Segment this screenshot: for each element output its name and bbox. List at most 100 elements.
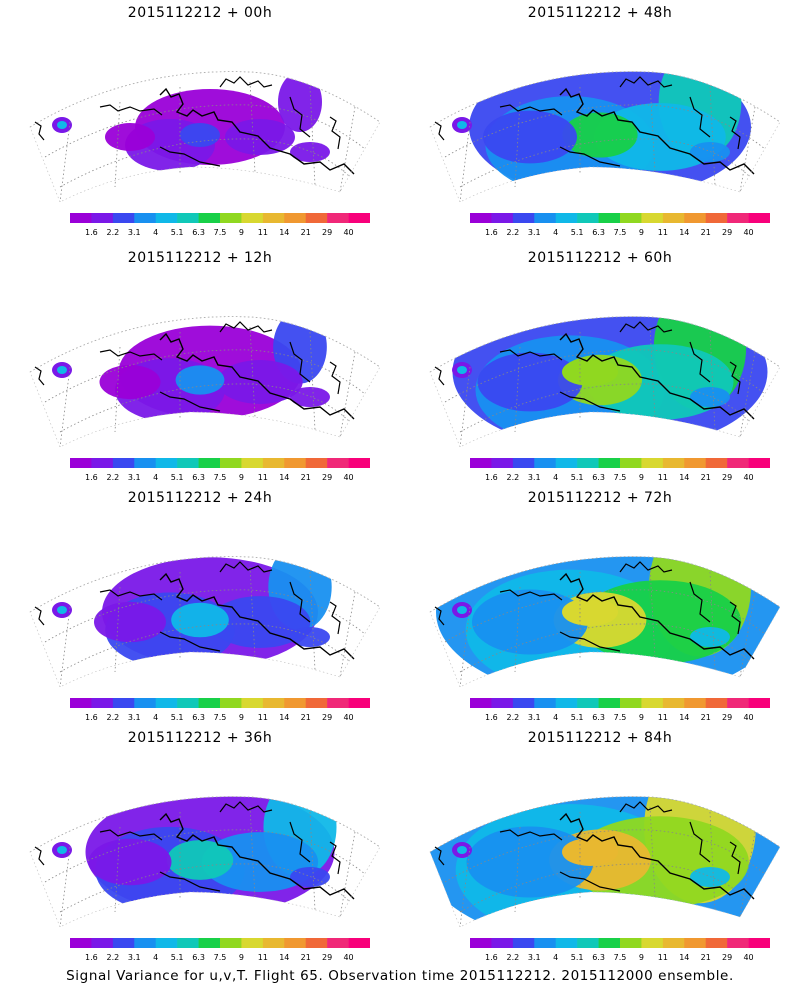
colorbar-label: 5.1 — [171, 713, 184, 722]
colorbar-swatch — [327, 698, 349, 708]
colorbar-label: 14 — [679, 228, 689, 237]
colorbar-swatch — [70, 698, 92, 708]
colorbar-swatch — [241, 213, 264, 223]
colorbar-label: 6.3 — [192, 713, 205, 722]
colorbar-label: 9 — [239, 953, 244, 962]
colorbar-label: 1.6 — [485, 953, 498, 962]
colorbar-swatch — [662, 938, 685, 948]
colorbar-label: 9 — [239, 713, 244, 722]
colorbar-swatch — [620, 213, 642, 223]
colorbar-swatch — [220, 698, 242, 708]
colorbar-label: 1.6 — [85, 473, 98, 482]
colorbar-swatch — [134, 698, 157, 708]
colorbar-label: 5.1 — [571, 713, 584, 722]
colorbar-label: 21 — [701, 953, 711, 962]
colorbar-label: 29 — [322, 713, 332, 722]
colorbar-swatch — [727, 213, 749, 223]
colorbar-label: 6.3 — [592, 713, 605, 722]
variance-map — [29, 71, 381, 203]
colorbar-label: 4 — [153, 228, 158, 237]
colorbar-swatch — [470, 213, 492, 223]
variance-map — [29, 556, 381, 688]
colorbar-swatch — [327, 458, 349, 468]
colorbar-label: 7.5 — [214, 473, 227, 482]
colorbar-swatch — [241, 938, 264, 948]
colorbar-swatch — [327, 938, 349, 948]
colorbar-label: 2.2 — [106, 228, 119, 237]
colorbar-swatch — [641, 213, 664, 223]
forecast-panel: 2015112212 + 48h 1.6 2.2 3.1 4 5.1 6.3 7.5 9 11 14… — [410, 5, 790, 245]
colorbar-swatch — [641, 698, 664, 708]
panel-title: 2015112212 + 00h — [127, 5, 273, 21]
colorbar-swatch — [748, 938, 770, 948]
colorbar-swatch — [684, 938, 707, 948]
colorbar-swatch — [705, 698, 728, 708]
colorbar-swatch — [91, 213, 114, 223]
colorbar-swatch — [305, 458, 328, 468]
colorbar-label: 11 — [258, 713, 268, 722]
colorbar-label: 4 — [553, 713, 558, 722]
colorbar-swatch — [577, 213, 599, 223]
panel-title: 2015112212 + 12h — [127, 250, 273, 266]
colorbar-label: 4 — [153, 473, 158, 482]
colorbar-swatch — [284, 213, 307, 223]
colorbar-swatch — [555, 938, 578, 948]
colorbar-swatch — [198, 213, 221, 223]
colorbar-swatch — [91, 698, 114, 708]
colorbar-swatch — [620, 938, 642, 948]
colorbar-swatch — [327, 213, 349, 223]
colorbar-label: 2.2 — [506, 473, 519, 482]
colorbar-label: 3.1 — [528, 228, 541, 237]
colorbar: 1.6 2.2 3.1 4 5.1 6.3 7.5 9 11 14 21 29 40 — [70, 698, 370, 722]
colorbar-label: 14 — [679, 473, 689, 482]
colorbar-label: 6.3 — [592, 953, 605, 962]
colorbar-swatch — [662, 213, 685, 223]
colorbar-label: 11 — [258, 473, 268, 482]
colorbar-swatch — [262, 213, 285, 223]
colorbar-label: 40 — [743, 473, 753, 482]
colorbar-swatch — [262, 938, 285, 948]
figure-caption: Signal Variance for u,v,T. Flight 65. Ob… — [66, 968, 734, 984]
colorbar-label: 14 — [279, 228, 289, 237]
colorbar-swatch — [241, 458, 264, 468]
colorbar-swatch — [641, 938, 664, 948]
colorbar-label: 3.1 — [528, 713, 541, 722]
colorbar-swatch — [534, 213, 557, 223]
forecast-panel: 2015112212 + 84h 1.6 2.2 3.1 4 5.1 6.3 7.5 9 11 14… — [410, 730, 790, 970]
colorbar-swatch — [305, 938, 328, 948]
colorbar-swatch — [155, 213, 178, 223]
colorbar-swatch — [198, 458, 221, 468]
colorbar-label: 1.6 — [485, 713, 498, 722]
colorbar-label: 11 — [658, 228, 668, 237]
colorbar-label: 2.2 — [506, 953, 519, 962]
colorbar-label: 40 — [743, 953, 753, 962]
colorbar-label: 21 — [301, 953, 311, 962]
colorbar-label: 7.5 — [614, 228, 627, 237]
colorbar-label: 2.2 — [106, 473, 119, 482]
colorbar-swatch — [134, 938, 157, 948]
colorbar-swatch — [348, 938, 370, 948]
colorbar: 1.6 2.2 3.1 4 5.1 6.3 7.5 9 11 14 21 29 40 — [70, 938, 370, 962]
colorbar-swatch — [684, 458, 707, 468]
colorbar-swatch — [512, 213, 535, 223]
colorbar-label: 5.1 — [171, 953, 184, 962]
colorbar-label: 9 — [239, 473, 244, 482]
panel-title: 2015112212 + 36h — [127, 730, 273, 746]
colorbar-swatch — [748, 213, 770, 223]
colorbar-label: 21 — [301, 228, 311, 237]
colorbar-swatch — [748, 698, 770, 708]
colorbar-swatch — [577, 458, 599, 468]
forecast-panel: 2015112212 + 36h 1.6 2.2 3.1 4 5.1 6.3 7.5 9 11 14… — [10, 730, 390, 970]
colorbar-label: 14 — [679, 713, 689, 722]
colorbar-label: 5.1 — [171, 228, 184, 237]
colorbar-swatch — [512, 458, 535, 468]
colorbar-label: 3.1 — [128, 713, 141, 722]
colorbar-swatch — [155, 458, 178, 468]
colorbar-label: 21 — [701, 473, 711, 482]
colorbar-swatch — [284, 698, 307, 708]
colorbar-label: 4 — [153, 713, 158, 722]
panel-title: 2015112212 + 48h — [527, 5, 673, 21]
colorbar-swatch — [555, 213, 578, 223]
forecast-panel: 2015112212 + 00h 1.6 2.2 3.1 4 5.1 6.3 7.5 9 11 14… — [10, 5, 390, 245]
colorbar-swatch — [70, 458, 92, 468]
